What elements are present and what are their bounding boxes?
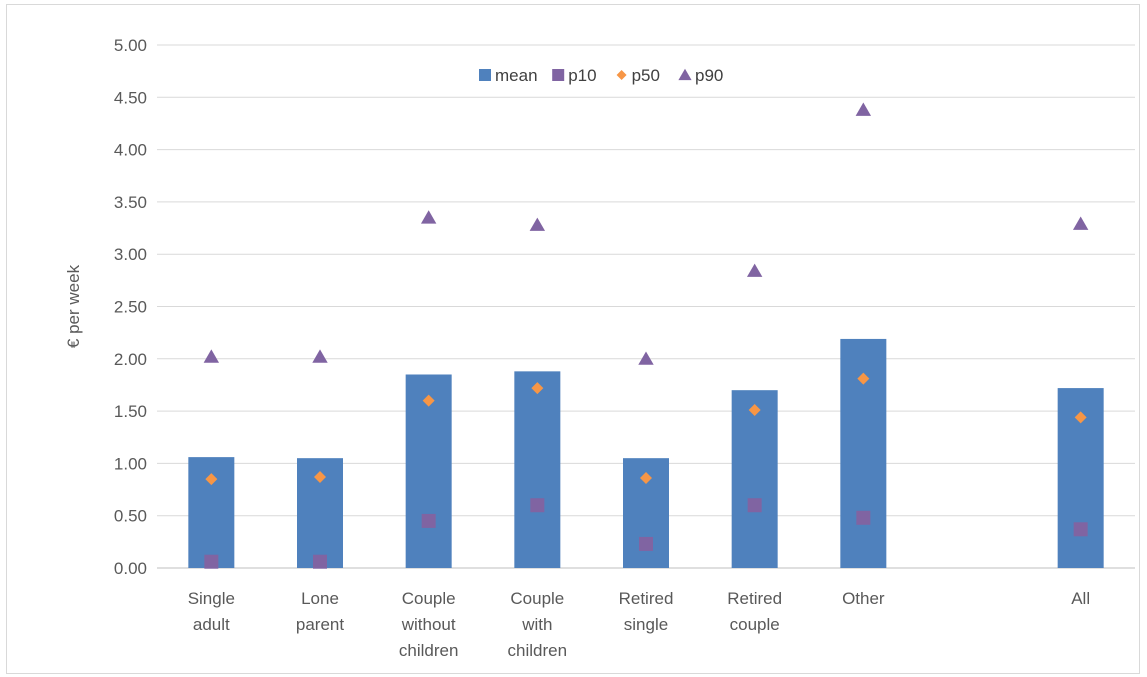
y-tick-label: 2.50 [114, 298, 147, 317]
bar-mean [405, 374, 452, 568]
marker-p50 [748, 404, 761, 417]
marker-p10 [856, 510, 871, 525]
legend-label-p10: p10 [568, 66, 596, 85]
legend: mean p10 p50 p90 [479, 66, 723, 85]
marker-p90 [1072, 216, 1089, 230]
x-tick-label: Single adult [188, 589, 235, 634]
marker-p50 [640, 472, 652, 485]
legend-label-p90: p90 [695, 66, 723, 85]
y-tick-label: 5.00 [114, 36, 147, 55]
legend-swatch-p90 [678, 68, 692, 81]
marker-p50 [314, 470, 326, 483]
marker-p90 [420, 210, 437, 224]
legend-swatch-p50 [616, 70, 627, 80]
x-tick-label: Retired single [619, 589, 674, 634]
marker-p50 [1074, 411, 1087, 424]
legend-swatch-p10 [552, 69, 565, 81]
bar-mean [514, 371, 561, 568]
marker-p90 [529, 217, 546, 231]
x-tick-label: Retired couple [727, 589, 782, 634]
legend-item-p50: p50 [616, 66, 660, 85]
y-tick-labels: 0.00 0.50 1.00 1.50 2.00 2.50 3.00 3.50 4.00 4.50… [114, 36, 147, 578]
y-tick-label: 1.50 [114, 402, 147, 421]
legend-item-p90: p90 [678, 66, 723, 85]
marker-p50 [531, 382, 544, 395]
marker-p10 [313, 554, 327, 569]
marker-p10 [747, 498, 762, 513]
marker-p10 [204, 554, 219, 569]
y-tick-label: 3.50 [114, 193, 147, 212]
legend-item-p10: p10 [552, 66, 597, 85]
legend-item-mean: mean [479, 66, 538, 85]
bar-mean [731, 390, 778, 568]
y-tick-label: 2.00 [114, 350, 147, 369]
legend-label-p50: p50 [632, 66, 660, 85]
y-tick-label: 0.50 [114, 507, 147, 526]
marker-p50 [422, 394, 435, 407]
legend-swatch-mean [479, 69, 491, 81]
x-tick-label: Couple with children [508, 589, 568, 660]
marker-p90 [746, 263, 763, 277]
x-tick-label: All [1071, 589, 1090, 608]
bars [188, 338, 1104, 568]
y-tick-label: 1.00 [114, 454, 147, 473]
marker-p10 [421, 513, 436, 528]
marker-p90 [855, 102, 872, 116]
x-tick-label: Other [842, 589, 885, 608]
y-tick-label: 3.00 [114, 245, 147, 264]
marker-p90 [203, 349, 220, 363]
y-tick-label: 4.50 [114, 88, 147, 107]
x-tick-label: Couple without children [399, 589, 459, 660]
x-tick-label: Lone parent [296, 589, 344, 634]
marker-p50 [205, 473, 218, 486]
marker-p90 [638, 351, 654, 365]
x-tick-labels: Single adult Lone parent Couple without childr… [188, 589, 1090, 660]
marker-p10 [1073, 522, 1088, 537]
y-tick-label: 0.00 [114, 559, 147, 578]
chart-svg: 0.00 0.50 1.00 1.50 2.00 2.50 3.00 3.50 4.00 4.50… [64, 36, 1135, 660]
chart-area: 0.00 0.50 1.00 1.50 2.00 2.50 3.00 3.50 4.00 4.50… [6, 4, 1140, 674]
marker-p90 [312, 349, 328, 363]
legend-label-mean: mean [495, 66, 538, 85]
y-axis-title: € per week [64, 264, 83, 348]
marker-p50 [857, 372, 870, 385]
markers [203, 102, 1089, 569]
marker-p10 [530, 498, 545, 513]
y-tick-label: 4.00 [114, 141, 147, 160]
marker-p10 [639, 536, 653, 551]
